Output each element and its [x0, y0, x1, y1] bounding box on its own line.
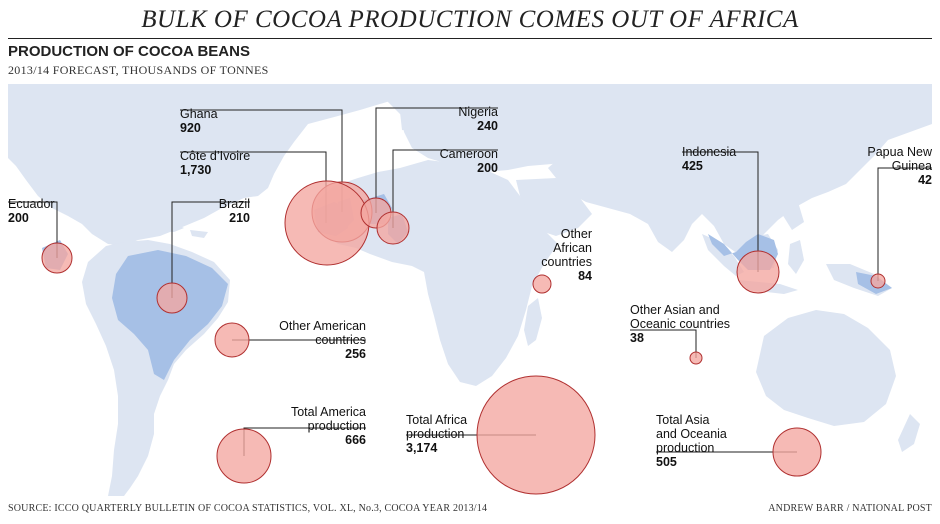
world-map: Ghana 920 Côte d’Ivoire 1,730 Nigeria 240 Came… — [8, 84, 933, 496]
bubble-other-asian — [689, 351, 703, 365]
asia-land — [548, 84, 932, 254]
value-png: 42 — [918, 173, 932, 187]
label-brazil-line-1: Brazil — [219, 197, 250, 211]
label-total-america-line-2: production — [308, 419, 366, 433]
label-total-asia-line-1: Total Asia — [656, 413, 710, 427]
north-america-land — [8, 84, 400, 246]
sulawesi-land — [788, 240, 804, 274]
label-other-asian-line-1: Other Asian and — [630, 303, 720, 317]
value-other-african: 84 — [578, 269, 592, 283]
label-ghana-line-1: Ghana — [180, 107, 218, 121]
leader-other-asian — [630, 329, 697, 358]
leader-brazil — [171, 201, 250, 298]
leader-png — [877, 167, 932, 281]
label-other-african-line-1: Other — [561, 227, 592, 241]
bubble-cameroon — [376, 211, 410, 245]
source-note: SOURCE: ICCO QUARTERLY BULLETIN OF COCOA… — [8, 503, 488, 514]
bubble-indonesia — [736, 250, 780, 294]
uk-land — [400, 106, 420, 132]
label-total-america-line-1: Total America — [291, 405, 366, 419]
caribbean-land — [150, 222, 208, 238]
bubble-ecuador — [41, 242, 73, 274]
label-other-african-line-2: African — [553, 241, 592, 255]
label-other-african-line-3: countries — [541, 255, 592, 269]
philippines-land — [782, 194, 804, 230]
label-png-line-1: Papua New — [867, 145, 932, 159]
units-note: 2013/14 FORECAST, THOUSANDS OF TONNES — [8, 63, 269, 77]
credit-note: ANDREW BARR / NATIONAL POST — [768, 503, 932, 514]
leader-cameroon — [392, 149, 498, 228]
label-ecuador-line-1: Ecuador — [8, 197, 55, 211]
leader-nigeria — [375, 107, 498, 213]
label-nigeria-line-1: Nigeria — [458, 105, 498, 119]
label-total-africa-line-1: Total Africa — [406, 413, 467, 427]
leader-ghana — [180, 109, 343, 212]
label-other-asian-line-2: Oceanic countries — [630, 317, 730, 331]
label-cameroon-line-1: Cameroon — [440, 147, 498, 161]
label-other-american-line-2: countries — [315, 333, 366, 347]
bubble-cote — [284, 180, 370, 266]
label-other-american-line-1: Other American — [279, 319, 366, 333]
value-other-american: 256 — [345, 347, 366, 361]
label-total-asia-line-2: and Oceania — [656, 427, 727, 441]
chart-subtitle: PRODUCTION OF COCOA BEANS — [8, 43, 250, 60]
madagascar-land — [524, 298, 542, 346]
value-brazil: 210 — [229, 211, 250, 225]
headline-rule — [8, 38, 932, 39]
bubble-png — [870, 273, 886, 289]
leader-indonesia — [682, 151, 759, 272]
value-nigeria: 240 — [477, 119, 498, 133]
new-zealand-land — [898, 414, 920, 452]
leader-ecuador — [8, 201, 58, 258]
value-other-asian: 38 — [630, 331, 644, 345]
bubble-total-america — [216, 428, 272, 484]
australia-land — [756, 310, 896, 426]
production-bubbles — [41, 180, 886, 495]
bubble-other-african — [532, 274, 552, 294]
bubble-total-asia — [772, 427, 822, 477]
bubble-brazil — [156, 282, 188, 314]
label-cote-line-1: Côte d’Ivoire — [180, 149, 250, 163]
label-png-line-2: Guinea — [892, 159, 932, 173]
value-total-america: 666 — [345, 433, 366, 447]
bubble-other-american — [214, 322, 250, 358]
headline: BULK OF COCOA PRODUCTION COMES OUT OF AF… — [141, 6, 799, 33]
value-ecuador: 200 — [8, 211, 29, 225]
label-indonesia-line-1: Indonesia — [682, 145, 736, 159]
value-indonesia: 425 — [682, 159, 703, 173]
value-ghana: 920 — [180, 121, 201, 135]
value-total-asia: 505 — [656, 455, 677, 469]
value-cote: 1,730 — [180, 163, 211, 177]
label-total-africa-line-2: production — [406, 427, 464, 441]
japan-land — [822, 144, 850, 188]
label-total-asia-line-3: production — [656, 441, 714, 455]
brazil-highlight — [112, 250, 228, 380]
value-total-africa: 3,174 — [406, 441, 437, 455]
bubble-total-africa — [476, 375, 596, 495]
value-cameroon: 200 — [477, 161, 498, 175]
